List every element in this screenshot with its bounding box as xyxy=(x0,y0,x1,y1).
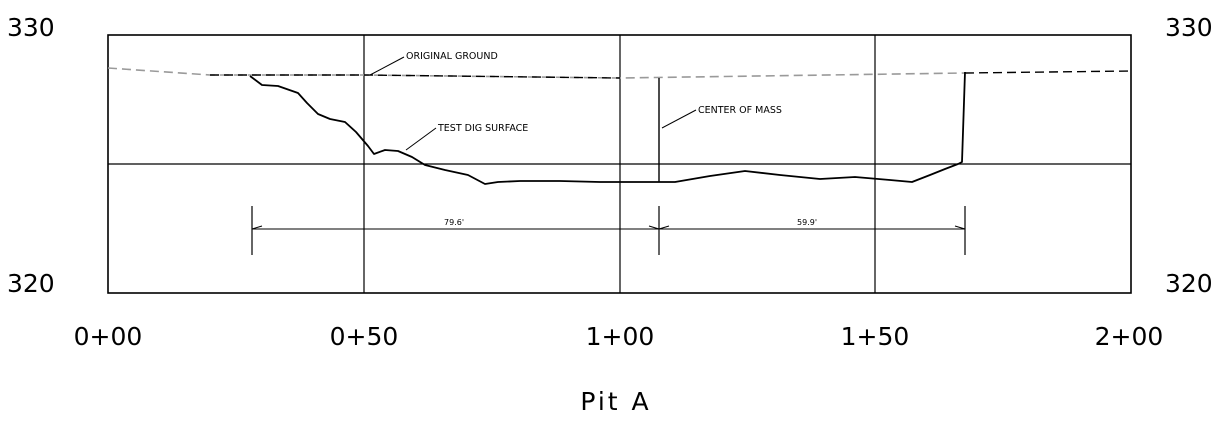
original-ground-line-right xyxy=(964,70,1132,74)
dimension-arrow-right xyxy=(954,225,966,230)
center-of-mass-leader xyxy=(661,109,697,129)
dimension-right-label: 59.9' xyxy=(797,218,817,227)
x-tick-0-00: 0+00 xyxy=(74,322,143,351)
dimension-left-label: 79.6' xyxy=(444,218,464,227)
y-label-top-right: 330 xyxy=(1165,13,1213,42)
dimension-arrow-center-r xyxy=(658,225,670,230)
y-label-bottom-right: 320 xyxy=(1165,269,1213,298)
center-of-mass-label: CENTER OF MASS xyxy=(698,105,782,116)
x-tick-1-50: 1+50 xyxy=(841,322,910,351)
x-tick-2-00: 2+00 xyxy=(1095,322,1164,351)
original-ground-label: ORIGINAL GROUND xyxy=(406,51,498,62)
original-ground-line-dark xyxy=(210,74,621,79)
test-dig-surface-line xyxy=(249,71,966,185)
test-dig-surface-label: TEST DIG SURFACE xyxy=(437,123,528,134)
x-tick-1-00: 1+00 xyxy=(586,322,655,351)
x-tick-0-50: 0+50 xyxy=(330,322,399,351)
y-label-bottom-left: 320 xyxy=(7,269,55,298)
original-ground-leader xyxy=(369,56,405,76)
dimension-arrow-left xyxy=(251,225,263,230)
diagram-title: Pit A xyxy=(580,387,651,416)
test-dig-surface-leader xyxy=(405,127,437,151)
dimension-arrow-center-l xyxy=(648,225,660,230)
y-label-top-left: 330 xyxy=(7,13,55,42)
